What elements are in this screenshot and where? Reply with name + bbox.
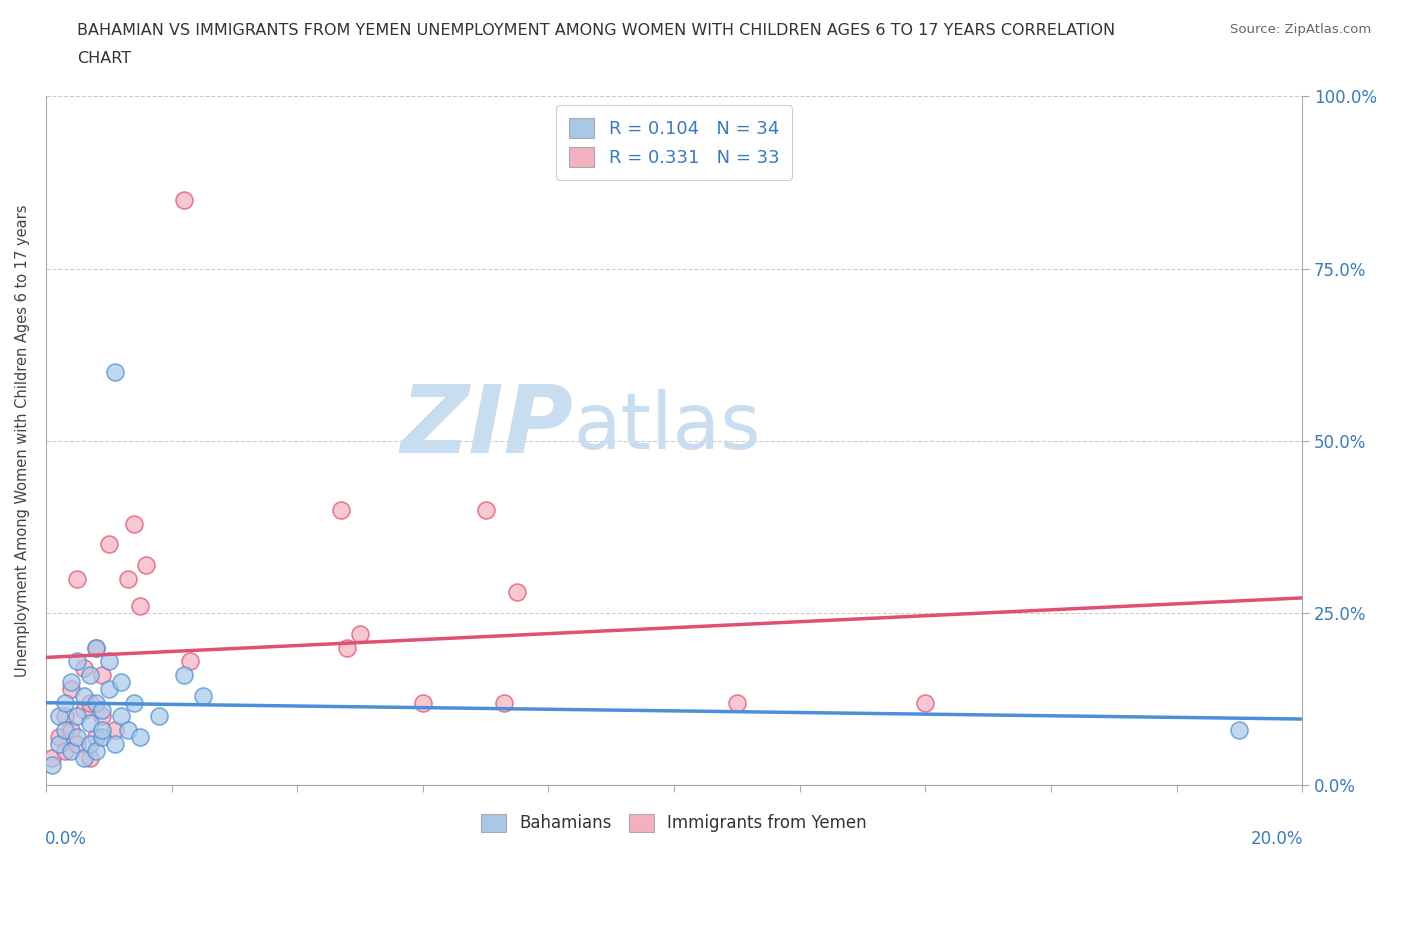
Text: 0.0%: 0.0% xyxy=(45,830,87,848)
Point xyxy=(84,696,107,711)
Point xyxy=(60,682,83,697)
Point xyxy=(73,661,96,676)
Point xyxy=(53,723,76,737)
Point xyxy=(91,668,114,683)
Point xyxy=(91,702,114,717)
Point xyxy=(129,730,152,745)
Point xyxy=(84,730,107,745)
Point xyxy=(117,571,139,586)
Point xyxy=(97,654,120,669)
Point xyxy=(336,640,359,655)
Point xyxy=(173,668,195,683)
Point xyxy=(135,557,157,572)
Text: CHART: CHART xyxy=(77,51,131,66)
Point xyxy=(173,193,195,207)
Point xyxy=(122,516,145,531)
Point xyxy=(79,737,101,751)
Point xyxy=(84,743,107,758)
Point xyxy=(91,730,114,745)
Point xyxy=(53,696,76,711)
Point xyxy=(66,730,89,745)
Point xyxy=(60,743,83,758)
Point xyxy=(48,737,70,751)
Point xyxy=(53,743,76,758)
Point xyxy=(41,757,63,772)
Point xyxy=(79,668,101,683)
Point xyxy=(91,723,114,737)
Text: BAHAMIAN VS IMMIGRANTS FROM YEMEN UNEMPLOYMENT AMONG WOMEN WITH CHILDREN AGES 6 : BAHAMIAN VS IMMIGRANTS FROM YEMEN UNEMPL… xyxy=(77,23,1115,38)
Point xyxy=(349,626,371,641)
Text: Source: ZipAtlas.com: Source: ZipAtlas.com xyxy=(1230,23,1371,36)
Point xyxy=(48,709,70,724)
Text: atlas: atlas xyxy=(574,389,761,465)
Point xyxy=(73,751,96,765)
Point xyxy=(79,716,101,731)
Point xyxy=(191,688,214,703)
Point xyxy=(73,702,96,717)
Point xyxy=(330,502,353,517)
Point xyxy=(129,599,152,614)
Point xyxy=(66,571,89,586)
Point xyxy=(1227,723,1250,737)
Point xyxy=(53,709,76,724)
Point xyxy=(104,365,127,379)
Point xyxy=(117,723,139,737)
Point xyxy=(494,696,516,711)
Point xyxy=(60,723,83,737)
Point xyxy=(79,751,101,765)
Point xyxy=(73,688,96,703)
Point xyxy=(725,696,748,711)
Point xyxy=(66,709,89,724)
Point xyxy=(474,502,496,517)
Point xyxy=(97,682,120,697)
Y-axis label: Unemployment Among Women with Children Ages 6 to 17 years: Unemployment Among Women with Children A… xyxy=(15,205,30,677)
Point xyxy=(104,737,127,751)
Point xyxy=(48,730,70,745)
Point xyxy=(122,696,145,711)
Point xyxy=(914,696,936,711)
Point xyxy=(110,674,132,689)
Point xyxy=(84,640,107,655)
Point xyxy=(506,585,529,600)
Point xyxy=(110,709,132,724)
Legend: Bahamians, Immigrants from Yemen: Bahamians, Immigrants from Yemen xyxy=(475,807,873,839)
Point xyxy=(91,709,114,724)
Point xyxy=(41,751,63,765)
Point xyxy=(97,537,120,551)
Point xyxy=(412,696,434,711)
Point xyxy=(148,709,170,724)
Point xyxy=(84,640,107,655)
Text: ZIP: ZIP xyxy=(401,381,574,473)
Point xyxy=(66,654,89,669)
Point xyxy=(66,737,89,751)
Point xyxy=(104,723,127,737)
Point xyxy=(79,696,101,711)
Point xyxy=(179,654,201,669)
Point xyxy=(60,674,83,689)
Text: 20.0%: 20.0% xyxy=(1251,830,1303,848)
